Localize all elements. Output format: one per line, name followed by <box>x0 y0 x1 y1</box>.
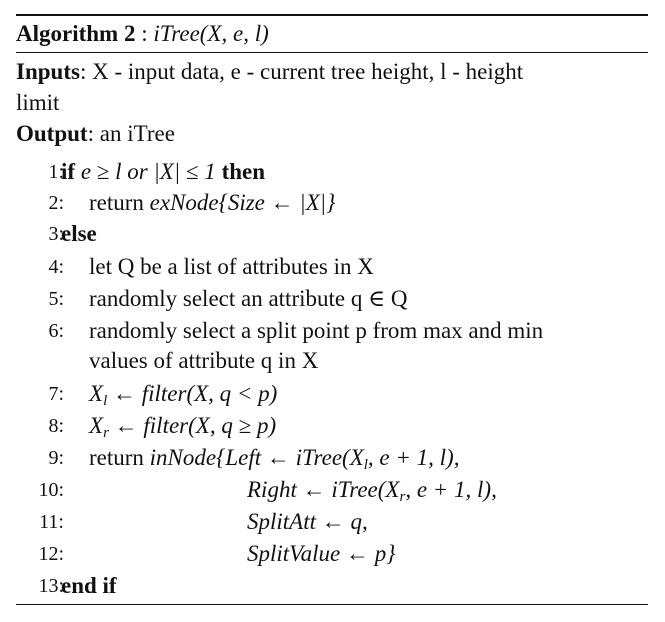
line-number: 5: <box>48 288 64 310</box>
inputs-label: Inputs <box>16 59 80 84</box>
keyword-else: else <box>61 221 97 246</box>
algorithm-sep: : <box>135 21 154 46</box>
algorithm-label: Algorithm 2 <box>16 21 136 46</box>
line-content: Right ← iTree(Xr, e + 1, l), <box>247 476 497 511</box>
line-content: return exNode{Size ← |X|} <box>89 189 335 217</box>
code-line-3: 3: else <box>16 220 648 248</box>
line-content: if e ≥ l or |X| ≤ 1 then <box>61 158 265 186</box>
inputs-text: : X - input data, e - current tree heigh… <box>79 59 524 84</box>
expression-tail: , e + 1, l), <box>367 445 460 470</box>
subscript: r <box>103 425 109 441</box>
code-line-13: 13: end if <box>16 572 648 600</box>
output-text: : an iTree <box>87 121 175 146</box>
bottom-rule <box>16 604 648 605</box>
expression-tail: , e + 1, l), <box>405 477 497 502</box>
function-name: inNode <box>149 445 217 470</box>
condition: e ≥ l or |X| ≤ 1 <box>75 159 222 184</box>
line-content: end if <box>61 572 117 600</box>
line-number: 9: <box>48 447 64 469</box>
line-content: randomly select an attribute q ∈ Q <box>89 286 408 311</box>
line-number: 7: <box>48 383 64 405</box>
line-content: values of attribute q in X <box>89 348 319 373</box>
code-line-5: 5: randomly select an attribute q ∈ Q <box>16 285 648 313</box>
line-number: 2: <box>48 192 64 214</box>
keyword-end-if: end if <box>61 573 117 598</box>
code-line-7: 7: Xl ← filter(X, q < p) <box>16 380 648 409</box>
code-line-12: 12: SplitValue ← p} <box>16 540 648 568</box>
top-rule <box>16 14 648 16</box>
line-number: 11: <box>39 511 64 533</box>
expression: ← filter(X, q < p) <box>107 381 278 406</box>
algorithm-signature: iTree(X, e, l) <box>153 21 269 46</box>
inputs-line-2: limit <box>16 89 59 117</box>
line-number: 8: <box>48 415 64 437</box>
return-text: return <box>89 190 150 215</box>
line-number: 4: <box>48 256 64 278</box>
variable: X <box>89 413 104 438</box>
code-line-8: 8: Xr ← filter(X, q ≥ p) <box>16 412 648 441</box>
keyword-then: then <box>221 159 266 184</box>
line-content: let Q be a list of attributes in X <box>89 254 374 279</box>
code-line-6-cont: values of attribute q in X <box>16 347 648 375</box>
line-content: randomly select a split point p from max… <box>89 318 544 343</box>
code-line-10: 10: Right ← iTree(Xr, e + 1, l), <box>16 476 648 505</box>
code-line-6: 6: randomly select a split point p from … <box>16 317 648 345</box>
keyword-if: if <box>61 159 76 184</box>
code-line-9: 9: return inNode{Left ← iTree(Xl, e + 1,… <box>16 444 648 473</box>
code-line-1: 1: if e ≥ l or |X| ≤ 1 then <box>16 158 648 186</box>
code-line-11: 11: SplitAtt ← q, <box>16 508 648 536</box>
function-name: exNode <box>149 190 219 215</box>
return-text: return <box>89 445 150 470</box>
line-number: 12: <box>38 543 64 565</box>
inputs-text-2: limit <box>16 90 60 115</box>
line-content: else <box>61 220 97 248</box>
line-number: 6: <box>48 320 64 342</box>
algorithm-header: Algorithm 2 : iTree(X, e, l) <box>16 20 269 48</box>
expression: {Left ← iTree(X <box>216 445 364 470</box>
subscript: l <box>103 393 108 409</box>
code-line-4: 4: let Q be a list of attributes in X <box>16 253 648 281</box>
line-content: Xr ← filter(X, q ≥ p) <box>89 412 276 447</box>
output-line: Output: an iTree <box>16 120 175 148</box>
output-label: Output <box>16 121 88 146</box>
inputs-line: Inputs: X - input data, e - current tree… <box>16 58 523 86</box>
line-number: 10: <box>38 479 64 501</box>
line-content: Xl ← filter(X, q < p) <box>89 380 277 415</box>
expression: ← filter(X, q ≥ p) <box>108 413 277 438</box>
subscript: r <box>399 489 406 505</box>
line-content: SplitAtt ← q, <box>247 509 368 534</box>
header-rule <box>16 52 648 53</box>
line-number: 3: <box>48 223 64 245</box>
variable: X <box>89 381 104 406</box>
line-number: 1: <box>48 161 64 183</box>
line-number: 13: <box>38 575 64 597</box>
line-content: SplitValue ← p} <box>247 541 396 566</box>
line-content: return inNode{Left ← iTree(Xl, e + 1, l)… <box>89 444 459 479</box>
expression: Right ← iTree(X <box>247 477 400 502</box>
expression: {Size ← |X|} <box>218 190 336 215</box>
code-line-2: 2: return exNode{Size ← |X|} <box>16 189 648 217</box>
subscript: l <box>363 457 368 473</box>
